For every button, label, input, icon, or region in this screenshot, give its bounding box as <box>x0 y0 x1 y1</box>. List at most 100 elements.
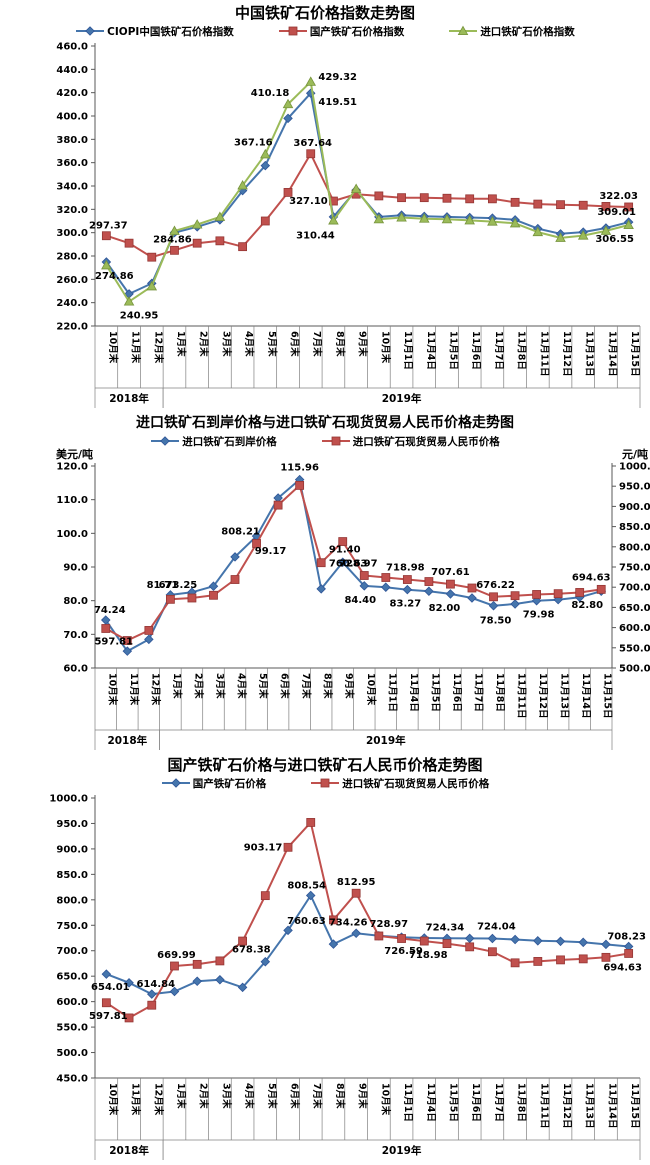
x-category-label: 3月末 <box>220 331 232 357</box>
series-1-data-point <box>553 589 563 599</box>
data-point-label: 728.97 <box>339 558 378 569</box>
y-tick-label: 100.0 <box>56 529 88 540</box>
series-1-data-point <box>101 624 111 633</box>
x-category-label: 8月末 <box>334 1083 346 1109</box>
x-category-label: 5月末 <box>266 331 278 357</box>
y-tick-label: 240.0 <box>56 298 88 309</box>
x-category-label: 11月13日 <box>584 331 595 376</box>
legend-marker-square-icon <box>278 26 307 36</box>
y-tick-label: 120.0 <box>56 462 88 473</box>
series-1-data-point <box>192 238 202 248</box>
legend-marker-shape <box>170 778 181 788</box>
series-0-data-point <box>305 890 316 901</box>
chart-3-legend: 国产铁矿石价格 进口铁矿石现货贸易人民币价格 <box>0 776 650 790</box>
x-category-label: 11月12日 <box>537 673 548 718</box>
series-0-data-point <box>578 937 588 948</box>
data-point-label: 718.98 <box>386 563 425 574</box>
data-point-label: 367.64 <box>293 138 332 149</box>
series-0-data-point <box>487 933 498 944</box>
y-tick-label: 80.0 <box>63 596 88 607</box>
series-1-data-point <box>329 915 338 925</box>
legend-marker-triangle-icon <box>449 25 478 35</box>
chart-block-ciopi-index: 中国铁矿石价格指数走势图 CIOPI中国铁矿石价格指数 国产铁矿石价格指数 进口铁矿… <box>0 0 650 410</box>
y-right-tick-label: 950.0 <box>619 482 650 493</box>
x-category-label: 11月15日 <box>629 1083 640 1128</box>
data-point-label: 694.63 <box>603 962 642 973</box>
series-1-data-point <box>442 939 452 949</box>
y-tick-label: 460.0 <box>56 42 88 53</box>
x-category-label: 7月末 <box>311 331 323 357</box>
series-1-data-point <box>122 636 132 645</box>
x-category-label: 11月8日 <box>516 1083 527 1122</box>
series-1-data-point <box>419 936 429 946</box>
series-1-data-point <box>624 202 634 212</box>
series-1-data-point <box>338 537 348 546</box>
series-1-data-point <box>596 584 606 594</box>
data-point-label: 808.54 <box>287 880 326 891</box>
x-category-label: 11月11日 <box>538 1083 549 1128</box>
series-1-data-point <box>165 594 175 604</box>
series-0-data-point <box>488 600 499 611</box>
legend-marker-shape <box>320 778 330 788</box>
series-1-data-point <box>187 593 197 603</box>
y-right-tick-label: 850.0 <box>619 522 650 533</box>
legend-marker-diamond-icon <box>76 26 105 36</box>
y-tick-label: 340.0 <box>56 182 88 193</box>
series-1-data-point <box>124 1013 134 1023</box>
chart-2-canvas: 60.0 70.0 80.0 90.0 100.0 110.0 120.0 500.0 550.… <box>56 448 650 750</box>
chart-block-domestic-vs-import: 国产铁矿石价格与进口铁矿石人民币价格走势图 国产铁矿石价格 进口铁矿石现货贸易人民… <box>0 752 650 1162</box>
series-1-data-point <box>374 931 384 941</box>
legend-item-label: 进口铁矿石现货贸易人民币价格 <box>342 777 490 790</box>
series-0-data-point <box>510 599 520 609</box>
series-1-data-point <box>306 149 316 159</box>
x-category-label: 2月末 <box>198 1083 210 1109</box>
x-category-label: 11月11日 <box>516 673 527 718</box>
chart-2-title: 进口铁矿石到岸价格与进口铁矿石现货贸易人民币价格走势图 <box>136 415 514 431</box>
y-right-tick-label: 550.0 <box>619 643 650 654</box>
x-category-label: 11月4日 <box>425 1083 436 1122</box>
legend-marker-shape <box>331 436 341 446</box>
series-1-data-point <box>489 592 498 602</box>
legend-marker-diamond-icon <box>161 778 190 788</box>
data-point-label: 309.01 <box>597 207 636 218</box>
x-category-label: 12月末 <box>152 331 164 364</box>
legend-item-series-1: 进口铁矿石现货贸易人民币价格 <box>321 434 500 449</box>
series-1-data-point <box>147 1000 157 1010</box>
data-point-label: 669.99 <box>157 950 196 961</box>
series-0-data-point <box>467 593 477 603</box>
data-point-label: 708.23 <box>607 932 646 943</box>
x-category-label: 2月末 <box>198 331 210 357</box>
series-1-data-point <box>238 242 248 252</box>
data-point-label: 284.86 <box>153 234 192 245</box>
series-2-data-point <box>146 280 158 291</box>
data-point-label: 84.40 <box>344 595 376 606</box>
data-point-label: 81.71 <box>147 580 179 591</box>
series-1-data-point <box>510 591 520 601</box>
x-category-label: 11月13日 <box>584 1083 595 1128</box>
series-1-data-point <box>442 193 452 203</box>
y-tick-label: 600.0 <box>56 997 88 1008</box>
series-1-data-point <box>124 238 134 248</box>
series-0-data-point <box>101 969 112 979</box>
series-1-data-point <box>351 888 361 898</box>
legend-item-series-1: 进口铁矿石现货贸易人民币价格 <box>310 776 489 791</box>
series-0-data-point <box>122 646 133 656</box>
data-point-label: 297.37 <box>89 221 128 232</box>
data-point-label: 676.22 <box>476 580 515 591</box>
series-1-data-point <box>397 934 406 943</box>
series-2-data-point <box>623 219 634 230</box>
series-1-data-point <box>215 236 225 246</box>
series-0-data-point <box>144 634 154 645</box>
y-tick-label: 280.0 <box>56 252 88 263</box>
y-right-tick-label: 750.0 <box>619 563 650 574</box>
legend-item-label: 进口铁矿石到岸价格 <box>182 435 277 448</box>
series-0-data-point <box>260 956 271 967</box>
series-0-data-point <box>381 582 391 592</box>
series-0-data-point <box>337 557 348 568</box>
series-2-data-point <box>305 76 317 86</box>
series-0-data-point <box>215 974 225 985</box>
data-point-label: 91.40 <box>329 544 361 555</box>
x-category-label: 11月末 <box>130 331 142 364</box>
y-tick-label: 420.0 <box>56 88 88 99</box>
series-1-data-point <box>465 194 475 204</box>
